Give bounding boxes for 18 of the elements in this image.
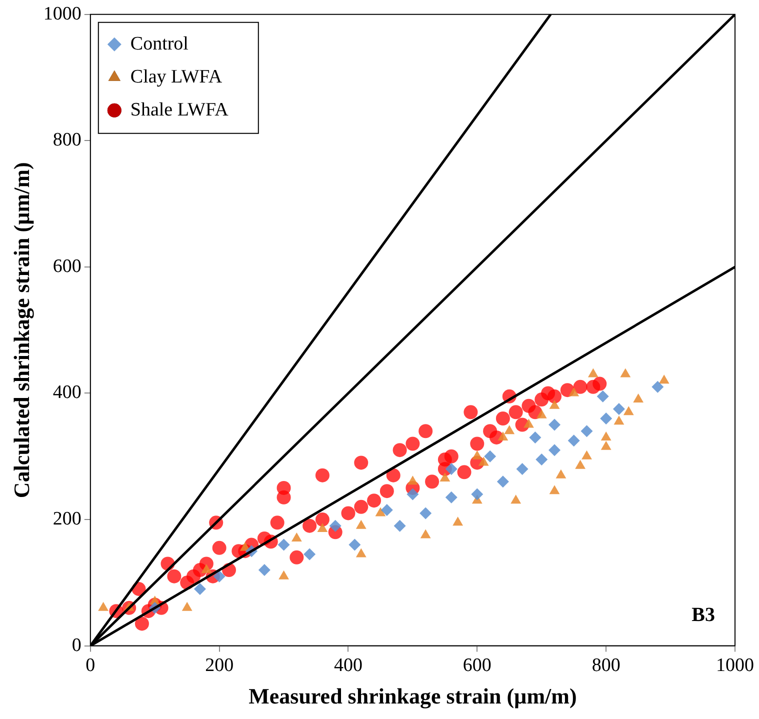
x-tick-label: 800 [592,655,620,676]
y-tick-label: 0 [72,634,82,656]
y-tick-label: 200 [52,508,82,530]
y-axis-title: Calculated shrinkage strain (µm/m) [8,162,34,498]
legend-label: Shale LWFA [130,99,229,120]
x-tick-label: 200 [205,655,234,676]
y-tick-label: 600 [52,256,82,277]
x-axis-title: Measured shrinkage strain (µm/m) [248,683,577,708]
x-tick-label: 1000 [716,655,754,676]
annotation: B3 [692,604,715,626]
y-tick-label: 800 [52,130,82,151]
x-tick-label: 400 [334,655,362,676]
y-tick-label: 1000 [43,3,82,24]
legend-label: Clay LWFA [130,66,222,88]
x-tick-label: 0 [86,655,96,676]
legend-label: Control [130,33,188,54]
x-tick-label: 600 [462,655,492,676]
y-tick-label: 400 [52,382,82,404]
